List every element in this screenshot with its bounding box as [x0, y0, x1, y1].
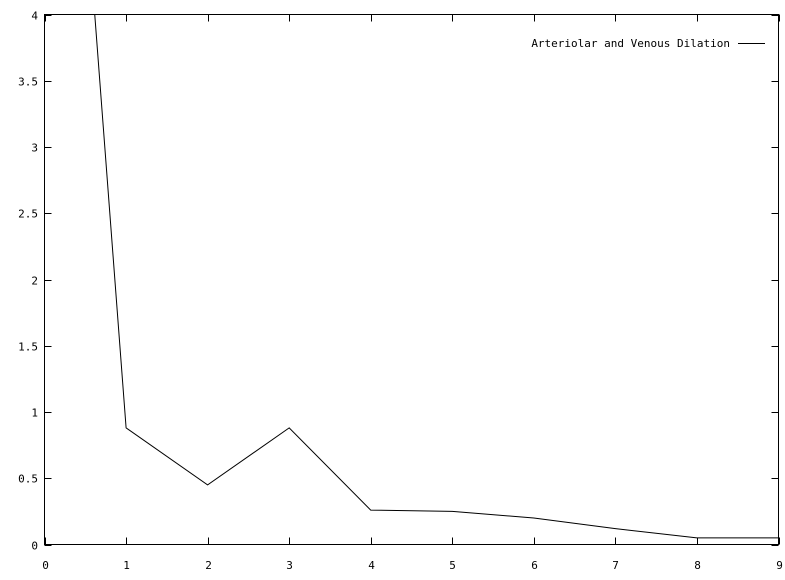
x-tick-label: 1 [123, 559, 130, 572]
y-tick-label: 0 [31, 540, 38, 553]
legend-label-series-0: Arteriolar and Venous Dilation [531, 37, 730, 50]
y-tick-label: 4 [31, 10, 38, 23]
x-tick-label: 0 [42, 559, 49, 572]
y-tick-label: 1 [31, 407, 38, 420]
y-tick-label: 3.5 [18, 76, 38, 89]
y-tick-label: 0.5 [18, 473, 38, 486]
y-axis-tick-labels: 0 0.5 1 1.5 2 2.5 3 3.5 4 [18, 10, 38, 553]
x-tick-label: 8 [694, 559, 701, 572]
y-tick-label: 2 [31, 275, 38, 288]
y-tick-label: 1.5 [18, 341, 38, 354]
x-tick-label: 2 [205, 559, 212, 572]
y-tick-label: 3 [31, 142, 38, 155]
series-line-0 [94, 14, 779, 539]
x-tick-label: 9 [776, 559, 783, 572]
x-tick-label: 4 [368, 559, 375, 572]
series-lines [94, 14, 779, 539]
y-tick-label: 2.5 [18, 208, 38, 221]
x-tick-label: 3 [286, 559, 293, 572]
x-axis-tick-labels: 0 1 2 3 4 5 6 7 8 9 [42, 559, 783, 572]
plot-frame [44, 14, 779, 545]
x-tick-label: 7 [612, 559, 619, 572]
x-tick-label: 6 [531, 559, 538, 572]
legend: Arteriolar and Venous Dilation [531, 37, 765, 50]
axis-ticks [44, 14, 780, 546]
x-tick-label: 5 [449, 559, 456, 572]
